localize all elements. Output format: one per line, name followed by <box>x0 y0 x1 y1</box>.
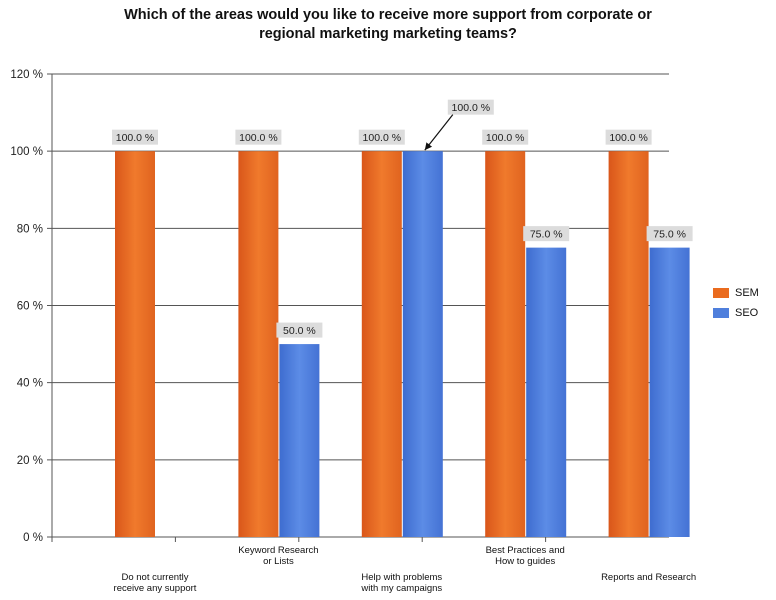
data-label: 100.0 % <box>239 132 278 144</box>
bar-sem <box>115 151 155 537</box>
data-label: 100.0 % <box>363 132 402 144</box>
data-label-bg <box>358 129 405 145</box>
y-tick-label: 60 % <box>17 301 43 313</box>
legend-item-seo: SEO <box>713 303 759 323</box>
data-label-bg <box>447 99 494 115</box>
data-label-bg <box>646 226 693 242</box>
x-category-label: Help with problems with my campaigns <box>360 572 442 594</box>
y-tick-label: 80 % <box>17 223 43 235</box>
legend-swatch-sem <box>713 288 729 298</box>
x-category-label: Keyword Research or Lists <box>238 545 318 567</box>
chart-title-line-1: Which of the areas would you like to rec… <box>124 7 652 23</box>
y-tick-label: 100 % <box>10 146 43 158</box>
bar-sem <box>238 151 279 537</box>
data-label-bg <box>482 129 529 145</box>
legend-item-sem: SEM <box>713 283 759 303</box>
data-label: 75.0 % <box>653 229 686 241</box>
bar-seo <box>279 344 320 537</box>
data-label-bg <box>276 322 323 338</box>
bar-seo <box>649 247 690 537</box>
callout-arrow <box>424 114 454 151</box>
legend: SEM SEO <box>713 283 759 323</box>
legend-label-seo: SEO <box>735 307 759 319</box>
data-label-bg <box>605 129 652 145</box>
data-label: 100.0 % <box>452 102 491 114</box>
bar-seo <box>526 247 567 537</box>
y-tick-label: 120 % <box>10 69 43 81</box>
y-tick-label: 0 % <box>23 532 43 544</box>
legend-label-sem: SEM <box>735 287 759 299</box>
data-label: 100.0 % <box>116 132 155 144</box>
x-category-label: Best Practices and How to guides <box>486 545 565 567</box>
data-label: 100.0 % <box>486 132 525 144</box>
chart-title: Which of the areas would you like to rec… <box>0 6 776 44</box>
chart-title-line-2: regional marketing marketing teams? <box>259 26 517 42</box>
y-tick-label: 40 % <box>17 378 43 390</box>
data-label-bg <box>235 129 282 145</box>
x-category-label: Do not currently receive any support <box>114 572 197 594</box>
data-label: 100.0 % <box>609 132 648 144</box>
bar-sem <box>485 151 526 537</box>
bar-sem <box>361 151 402 537</box>
x-category-label: Reports and Research <box>601 572 696 583</box>
data-label-bg <box>112 129 158 145</box>
y-tick-label: 20 % <box>17 455 43 467</box>
bar-sem <box>608 151 649 537</box>
legend-swatch-seo <box>713 308 729 318</box>
data-label: 50.0 % <box>283 325 316 337</box>
data-label-bg <box>523 226 570 242</box>
bar-seo <box>402 151 443 537</box>
data-label: 75.0 % <box>530 229 563 241</box>
